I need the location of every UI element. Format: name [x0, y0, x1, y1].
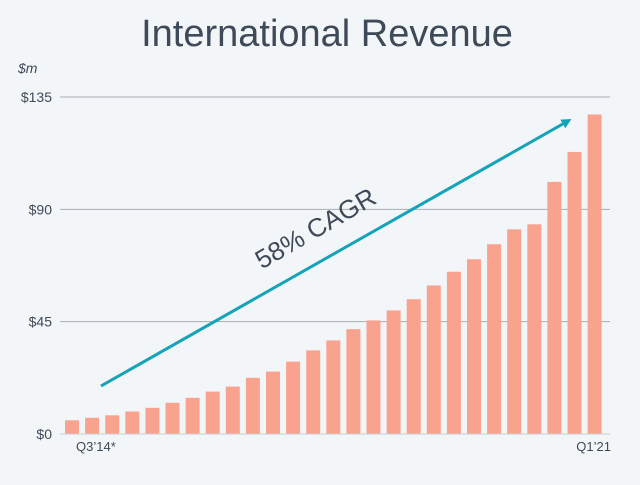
- bar: [567, 151, 582, 434]
- bar: [527, 224, 542, 434]
- unit-label: $m: [17, 60, 38, 76]
- bars: [65, 114, 602, 435]
- bar: [266, 371, 280, 434]
- y-tick-label: $0: [36, 426, 52, 442]
- bar: [286, 361, 301, 434]
- x-end-label: Q1’21: [576, 439, 611, 454]
- bar: [446, 271, 461, 434]
- bar: [205, 391, 220, 434]
- bar: [587, 114, 602, 435]
- bar: [507, 229, 522, 434]
- bar: [225, 386, 240, 434]
- bar: [105, 415, 120, 434]
- bar: [85, 417, 100, 434]
- bar: [306, 350, 321, 434]
- y-tick-label: $45: [29, 314, 53, 330]
- bar: [467, 259, 481, 434]
- bar: [487, 244, 502, 434]
- bar: [165, 402, 180, 434]
- bar: [406, 299, 421, 434]
- bar: [245, 377, 260, 434]
- bar: [145, 407, 160, 434]
- bar: [426, 285, 441, 434]
- y-tick-labels: $0 $45 $90 $135: [21, 89, 52, 442]
- trend-arrow: [100, 119, 572, 388]
- chart-title: International Revenue: [141, 13, 513, 55]
- bar: [65, 420, 79, 434]
- bar: [366, 320, 381, 434]
- x-start-label: Q3’14*: [76, 439, 116, 454]
- bar: [547, 181, 562, 434]
- bar: [326, 340, 341, 434]
- cagr-annotation: 58% CAGR: [250, 182, 381, 275]
- bar: [125, 411, 140, 434]
- y-tick-label: $135: [21, 89, 52, 105]
- y-tick-label: $90: [29, 201, 53, 217]
- bar: [386, 310, 401, 434]
- bar: [185, 397, 200, 434]
- bar: [346, 329, 361, 434]
